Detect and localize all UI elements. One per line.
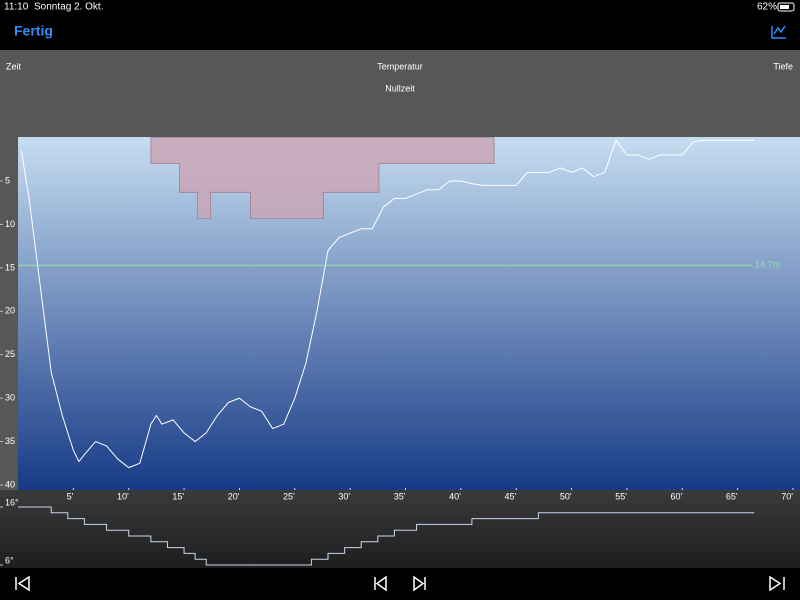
ceiling-area	[150, 137, 495, 219]
header-left: Zeit	[6, 61, 22, 71]
done-button[interactable]: Fertig	[14, 23, 53, 39]
icon	[15, 575, 30, 592]
x-tick-label: 65'	[726, 491, 738, 501]
x-tick-label: 70'	[781, 491, 793, 501]
temperature-line	[18, 506, 755, 566]
y-tick-label: 30	[5, 393, 15, 403]
x-tick-label: 15'	[172, 491, 184, 501]
header-right: Tiefe	[773, 61, 793, 71]
next-button[interactable]	[413, 575, 426, 592]
previous-button[interactable]	[374, 575, 387, 592]
charts: 5 10 15 20 25 30 35 40 5' 10' 15' 20' 25' 30' 35' 40' 45…	[0, 137, 794, 566]
depth-plot	[18, 137, 800, 490]
graph-settings-button[interactable]	[771, 25, 786, 39]
jump-start-button[interactable]	[15, 575, 30, 592]
x-tick-label: 20'	[228, 491, 240, 501]
y-tick-label: 35	[5, 436, 15, 446]
header-center: Temperatur	[377, 61, 423, 71]
x-tick-label: 45'	[504, 491, 516, 501]
y-tick-label: 25	[5, 349, 15, 359]
x-tick-label: 60'	[671, 491, 683, 501]
y-tick-label: 5	[5, 175, 10, 185]
bottom-bar	[0, 568, 800, 600]
y-tick-label: 6°	[5, 555, 14, 565]
x-tick-label: 40'	[449, 491, 461, 501]
top-bar	[0, 0, 800, 50]
x-tick-label: 10'	[117, 491, 129, 501]
icon	[374, 575, 387, 592]
header-sub: Nullzeit	[385, 83, 415, 93]
battery-icon	[777, 2, 795, 12]
y-tick-label: 16°	[5, 497, 19, 507]
icon	[413, 575, 426, 592]
reference-label: 14.7m	[755, 260, 780, 270]
y-tick-label: 15	[5, 262, 15, 272]
x-tick-label: 25'	[283, 491, 295, 501]
status-time: 11:10	[4, 2, 29, 13]
x-tick-label: 30'	[338, 491, 350, 501]
icon-axes	[771, 26, 786, 39]
jump-end-button[interactable]	[769, 575, 785, 592]
x-tick-label: 50'	[560, 491, 572, 501]
header-panel	[0, 50, 800, 137]
x-tick-label: 55'	[615, 491, 627, 501]
battery-level	[780, 5, 789, 9]
axis-strip	[0, 137, 18, 490]
icon-line	[773, 25, 786, 35]
temperature-panel	[0, 490, 800, 568]
x-tick-label: 35'	[394, 491, 406, 501]
icon	[769, 575, 785, 592]
status-battery: 62%	[757, 2, 777, 13]
playback-controls	[15, 575, 785, 592]
y-tick-label: 40	[5, 479, 15, 489]
depth-line	[20, 139, 755, 469]
y-tick-label: 10	[5, 219, 15, 229]
x-tick-label: 5'	[67, 491, 74, 501]
y-tick-label: 20	[5, 306, 15, 316]
status-date: Sonntag 2. Okt.	[34, 2, 104, 13]
